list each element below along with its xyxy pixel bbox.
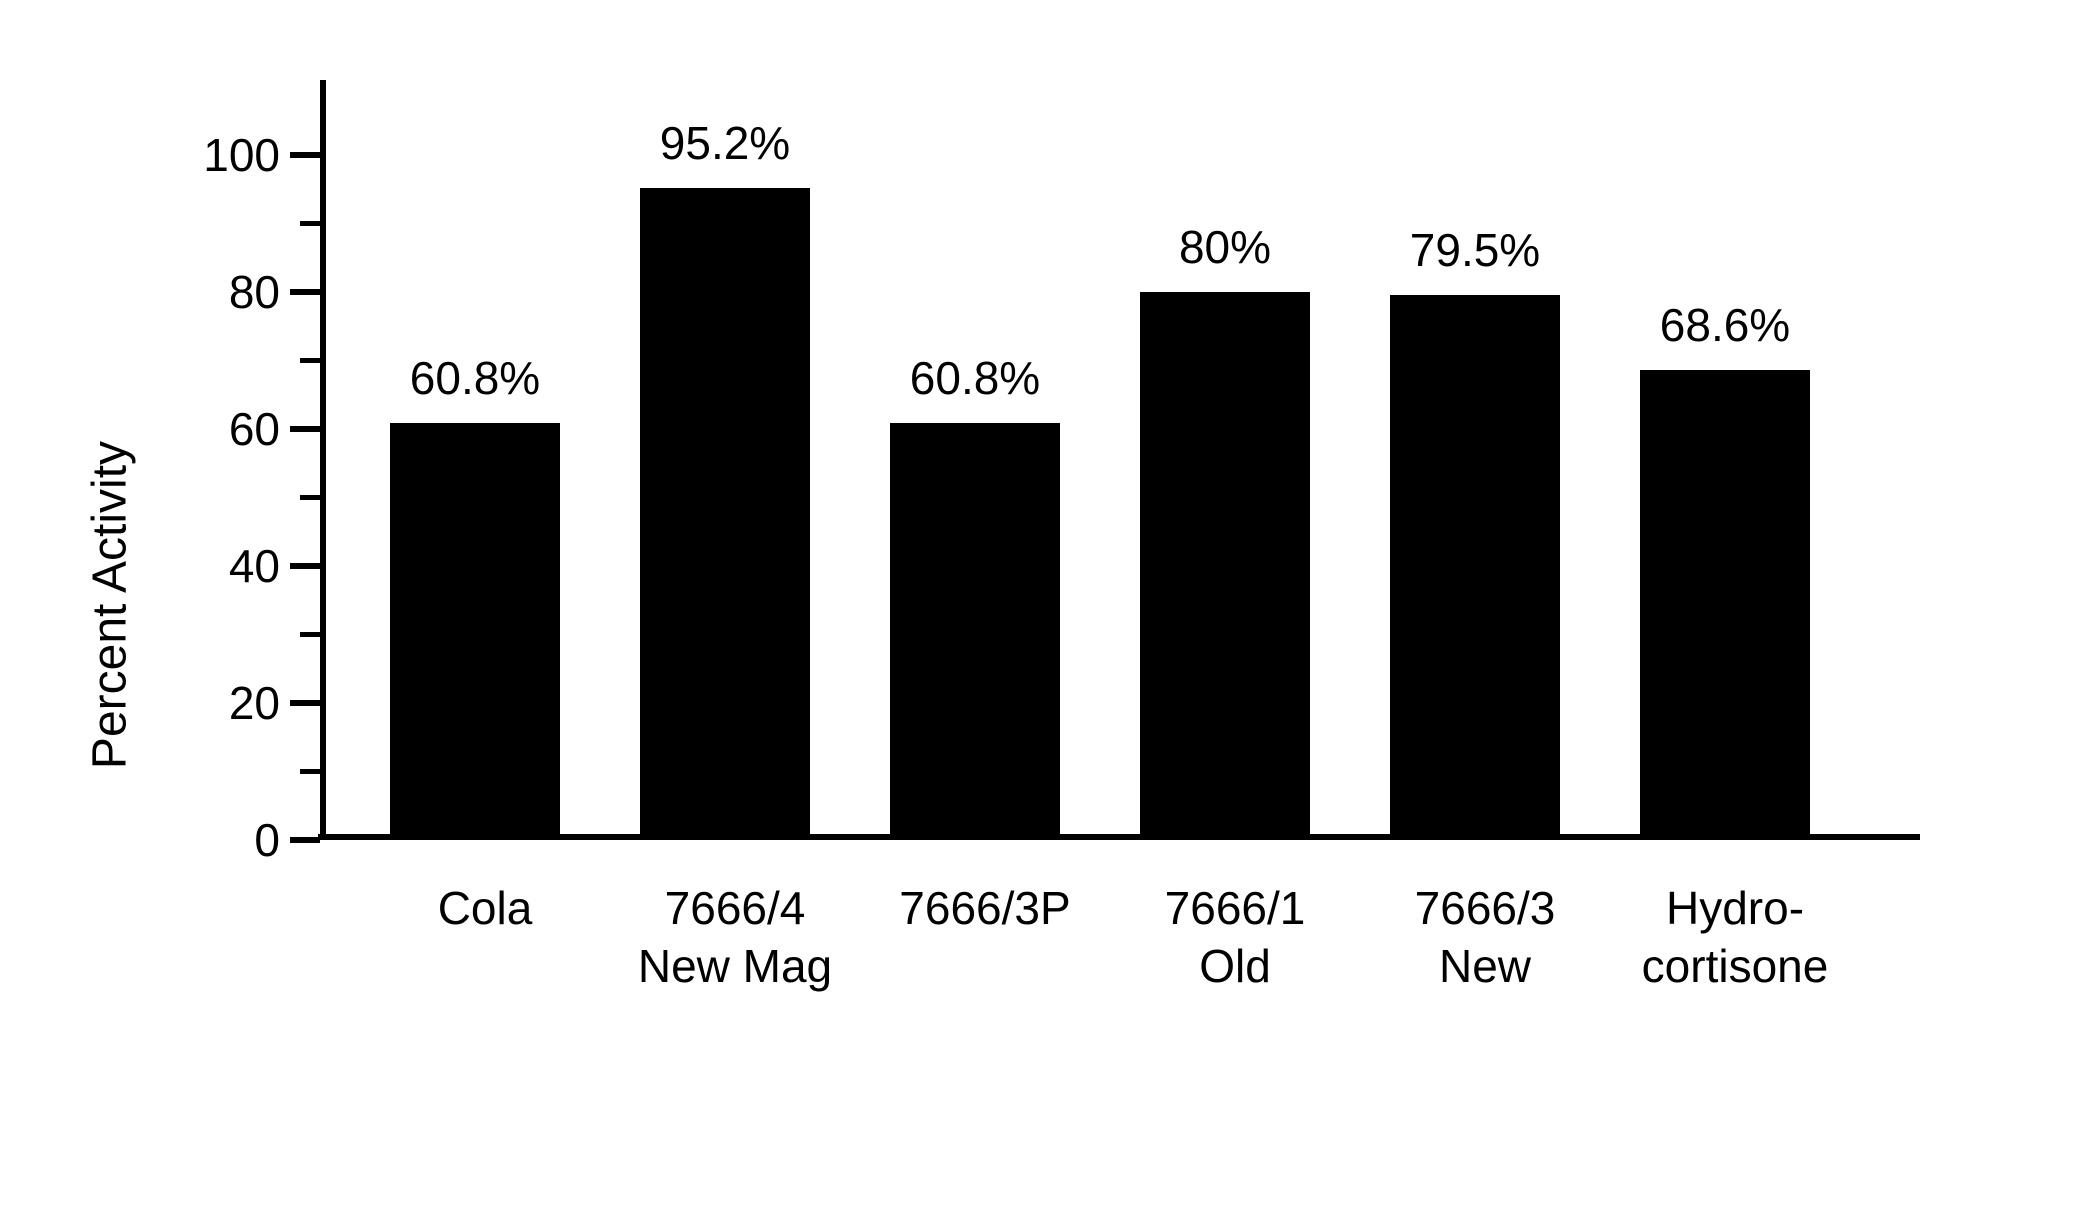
x-tick-label: 7666/4New Mag	[638, 880, 832, 995]
y-tick-minor	[300, 221, 320, 226]
bar-value-label: 60.8%	[910, 351, 1040, 405]
y-tick-label: 40	[190, 539, 280, 593]
y-tick-major	[290, 837, 320, 843]
y-tick-major	[290, 563, 320, 569]
bar	[390, 423, 560, 840]
bar-value-label: 80%	[1179, 220, 1271, 274]
bar-chart: Percent Activity 02040608010060.8%Cola95…	[180, 80, 1960, 1130]
x-tick-label-line1: 7666/1	[1165, 880, 1306, 938]
x-tick-label-line2: New Mag	[638, 938, 832, 996]
y-tick-minor	[300, 769, 320, 774]
y-tick-label: 20	[190, 676, 280, 730]
y-tick-label: 100	[190, 128, 280, 182]
plot-area: 02040608010060.8%Cola95.2%7666/4New Mag6…	[320, 100, 1920, 840]
x-tick-label: Cola	[438, 880, 533, 938]
x-tick-label: 7666/3P	[899, 880, 1070, 938]
y-tick-minor	[300, 495, 320, 500]
y-tick-major	[290, 700, 320, 706]
bar-value-label: 68.6%	[1660, 298, 1790, 352]
x-tick-label-line1: Cola	[438, 880, 533, 938]
y-tick-label: 80	[190, 265, 280, 319]
bar	[640, 188, 810, 840]
y-tick-minor	[300, 358, 320, 363]
bar	[1140, 292, 1310, 840]
y-axis-label: Percent Activity	[83, 441, 138, 769]
x-tick-label-line2: cortisone	[1642, 938, 1829, 996]
y-tick-label: 0	[190, 813, 280, 867]
x-tick-label-line2: New	[1415, 938, 1556, 996]
bar	[1640, 370, 1810, 840]
x-tick-label-line1: 7666/3P	[899, 880, 1070, 938]
y-axis-line	[320, 80, 326, 840]
bar	[890, 423, 1060, 840]
bar-value-label: 60.8%	[410, 351, 540, 405]
x-tick-label: 7666/1Old	[1165, 880, 1306, 995]
x-tick-label-line2: Old	[1165, 938, 1306, 996]
y-tick-label: 60	[190, 402, 280, 456]
x-tick-label: Hydro-cortisone	[1642, 880, 1829, 995]
x-tick-label: 7666/3New	[1415, 880, 1556, 995]
x-tick-label-line1: 7666/4	[638, 880, 832, 938]
y-tick-major	[290, 152, 320, 158]
bar-value-label: 79.5%	[1410, 223, 1540, 277]
y-tick-minor	[300, 632, 320, 637]
y-tick-major	[290, 289, 320, 295]
bar-value-label: 95.2%	[660, 116, 790, 170]
x-tick-label-line1: Hydro-	[1642, 880, 1829, 938]
x-tick-label-line1: 7666/3	[1415, 880, 1556, 938]
bar	[1390, 295, 1560, 840]
y-tick-major	[290, 426, 320, 432]
